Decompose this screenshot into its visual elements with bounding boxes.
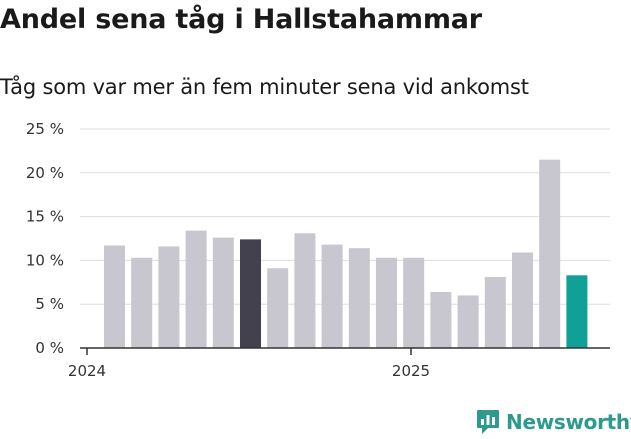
- bars: [104, 159, 588, 348]
- bar: [539, 159, 561, 348]
- bar: [104, 245, 125, 348]
- x-ticks: 2024 2025: [68, 348, 430, 380]
- bar: [240, 239, 261, 348]
- bar: [294, 233, 316, 348]
- newsworthy-logo-icon: [477, 410, 499, 434]
- newsworthy-logo: Newsworthy: [476, 407, 631, 437]
- y-tick-label: 5 %: [35, 295, 64, 313]
- bar: [484, 277, 506, 348]
- bar: [348, 248, 370, 348]
- bar: [457, 295, 479, 348]
- bar: [212, 237, 234, 348]
- bar: [185, 230, 207, 348]
- bar: [376, 257, 397, 348]
- y-tick-label: 0 %: [35, 339, 64, 357]
- chart-subtitle: Tåg som var mer än fem minuter sena vid …: [0, 75, 529, 99]
- y-tick-label: 20 %: [26, 164, 64, 182]
- y-tick-label: 15 %: [26, 208, 64, 226]
- bar: [158, 246, 180, 348]
- bar: [321, 244, 343, 348]
- bar: [131, 257, 153, 348]
- bar: [430, 291, 452, 348]
- chart-title: Andel sena tåg i Hallstahammar: [0, 4, 482, 35]
- brand-name: Newsworthy: [506, 410, 631, 434]
- bar: [512, 252, 533, 348]
- y-tick-label: 10 %: [26, 251, 64, 269]
- bar: [566, 275, 588, 348]
- bar-chart: 0 % 5 % 10 % 15 % 20 % 25 % 2024 2025: [26, 120, 610, 380]
- y-tick-label: 25 %: [26, 120, 64, 138]
- bar: [403, 257, 425, 348]
- x-tick-label: 2024: [68, 362, 106, 380]
- bar: [267, 268, 289, 348]
- y-tick-labels: 0 % 5 % 10 % 15 % 20 % 25 %: [26, 120, 64, 357]
- x-tick-label: 2025: [392, 362, 430, 380]
